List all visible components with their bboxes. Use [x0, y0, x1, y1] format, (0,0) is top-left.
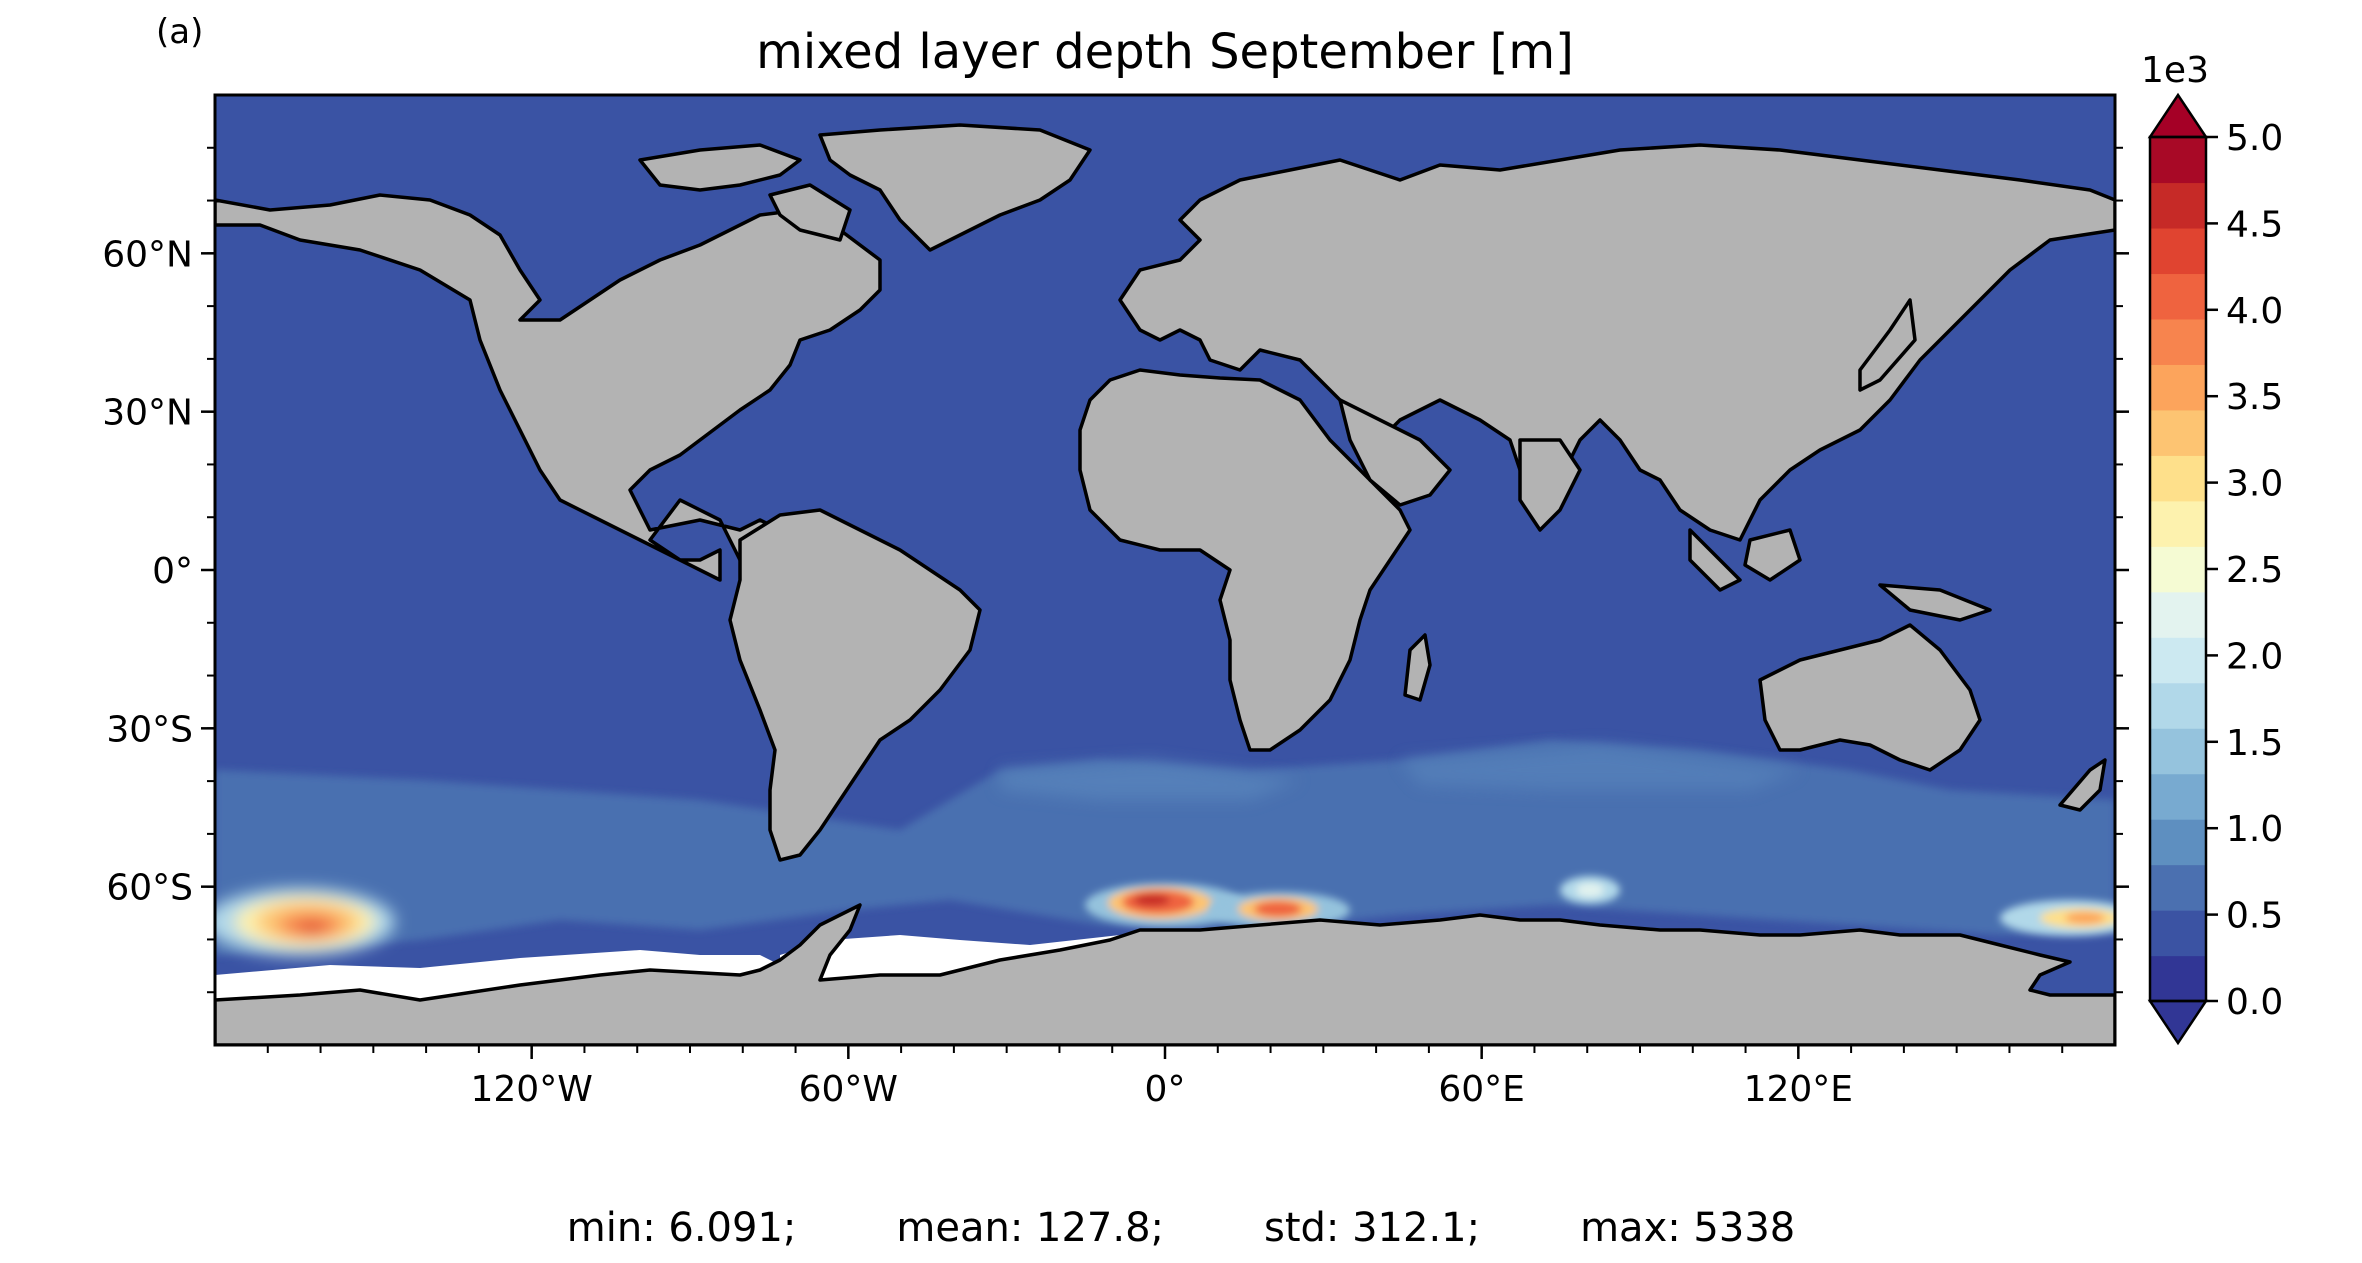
arabia	[1338, 398, 1452, 507]
stat-std: std: 312.1;	[1264, 1205, 1481, 1251]
lon-tick-label: 120°E	[1744, 1069, 1853, 1110]
new-zealand	[2058, 758, 2107, 812]
stat-mean: mean: 127.8;	[896, 1205, 1164, 1251]
southern-ocean-band	[215, 740, 2115, 955]
africa	[1078, 368, 1412, 752]
lon-tick-label: 0°	[1145, 1069, 1186, 1110]
india	[1518, 438, 1582, 532]
colorbar-extend-max	[2147, 92, 2209, 139]
colorbar-segment	[2150, 227, 2206, 275]
indonesia	[1688, 528, 1742, 592]
colorbar-segment	[2150, 137, 2206, 184]
ross-sea-patch	[2000, 900, 2115, 936]
south-america	[728, 508, 982, 862]
baffin-island	[768, 183, 852, 242]
colorbar-tick-label: 2.0	[2226, 636, 2283, 677]
colorbar-tick-label: 5.0	[2226, 118, 2283, 159]
colorbar-segment	[2150, 910, 2206, 957]
japan	[1858, 298, 1917, 392]
colorbar-tick-label: 3.0	[2226, 464, 2283, 505]
colorbar-segment	[2150, 955, 2206, 1002]
lat-tick-label: 0°	[152, 551, 193, 592]
new-guinea	[1878, 583, 1992, 622]
colorbar-tick-label: 4.5	[2226, 204, 2283, 245]
colorbar-segment	[2150, 864, 2206, 911]
eurasia	[1118, 143, 2115, 542]
lat-tick-label: 30°S	[106, 709, 193, 750]
colorbar-segment	[2150, 273, 2206, 320]
colorbar-segment	[2150, 591, 2206, 638]
colorbar-segment	[2150, 637, 2206, 684]
colorbar-tick-label: 1.5	[2226, 723, 2283, 764]
colorbar-tick-label: 2.5	[2226, 550, 2283, 591]
colorbar-segment	[2150, 682, 2206, 729]
colorbar-segment	[2150, 773, 2206, 820]
colorbar-tick-label: 3.5	[2226, 377, 2283, 418]
lon-tick-label: 120°W	[471, 1069, 593, 1110]
colorbar-segment	[2150, 819, 2206, 866]
weddell-convection-patch	[1085, 883, 1245, 927]
map-title: mixed layer depth September [m]	[756, 24, 1574, 80]
lon-tick-label: 60°E	[1438, 1069, 1525, 1110]
colorbar-tick-label: 1.0	[2226, 809, 2283, 850]
lat-tick-label: 60°N	[102, 234, 193, 275]
lat-tick-label: 60°S	[106, 868, 193, 909]
antarctica	[215, 903, 2115, 1045]
colorbar-segment	[2150, 546, 2206, 593]
statistics-line: min: 6.091; mean: 127.8; std: 312.1; max: 5…	[0, 1205, 2362, 1251]
borneo	[1743, 528, 1802, 582]
colorbar-segment	[2150, 318, 2206, 365]
colorbar: 0.0 0.5 1.0 1.5 2.0 2.5 3.0 3.5 4.0 4.5 5.0	[2147, 92, 2283, 1046]
colorbar-segment	[2150, 364, 2206, 411]
prydz-bay-patch	[1560, 876, 1620, 904]
colorbar-tick-label: 0.0	[2226, 982, 2283, 1023]
latitude-axis: 60°N 30°N 0° 30°S 60°S	[102, 146, 2129, 994]
lat-tick-label: 30°N	[102, 393, 193, 434]
colorbar-tick-label: 4.0	[2226, 291, 2283, 332]
southern-ocean-inner	[1000, 760, 1300, 800]
greenland	[818, 123, 1092, 252]
lon-tick-label: 60°W	[799, 1069, 898, 1110]
madagascar	[1403, 633, 1432, 702]
stat-max: max: 5338	[1580, 1205, 1796, 1251]
australia	[1758, 623, 1982, 772]
north-america	[215, 193, 882, 582]
panel-label: (a)	[156, 12, 204, 52]
pacific-convection-patch	[215, 888, 395, 956]
colorbar-scale-label: 1e3	[2141, 50, 2209, 91]
southern-ocean-inner-2	[1400, 745, 1800, 790]
colorbar-extend-min	[2147, 999, 2209, 1046]
stat-min: min: 6.091;	[566, 1205, 797, 1251]
colorbar-segment	[2150, 455, 2206, 502]
longitude-axis: 120°W 60°W 0° 60°E 120°E	[266, 1045, 2064, 1110]
land	[215, 123, 2115, 1045]
colorbar-tick-label: 0.5	[2226, 896, 2283, 937]
arctic-islands	[638, 143, 802, 192]
colorbar-segment	[2150, 409, 2206, 456]
colorbar-segment	[2150, 500, 2206, 547]
colorbar-segment	[2150, 728, 2206, 775]
colorbar-segment	[2150, 182, 2206, 229]
